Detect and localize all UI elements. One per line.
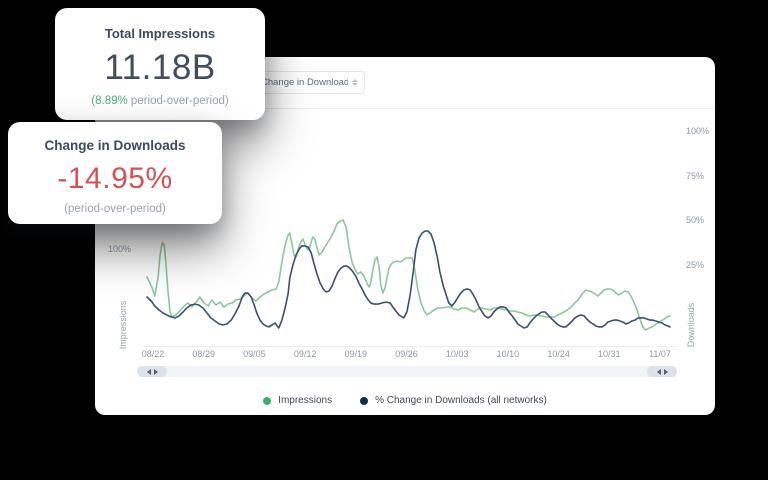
- x-axis-tick: 10/03: [445, 349, 469, 359]
- right-axis-tick: 25%: [686, 260, 705, 271]
- total-impressions-card: Total Impressions 11.18B (8.89% period-o…: [55, 8, 265, 120]
- select-stepper-icon: [352, 79, 358, 86]
- delta-percent: (8.89%: [91, 95, 128, 107]
- x-axis-tick: 08/29: [192, 349, 215, 359]
- x-axis-tick: 09/12: [293, 349, 317, 359]
- legend-dot-icon: [263, 396, 272, 405]
- chart-legend: Impressions % Change in Downloads (all ne…: [95, 395, 715, 406]
- change-in-downloads-card: Change in Downloads -14.95% (period-over…: [8, 122, 222, 224]
- period-over-period-caption: (period-over-period): [64, 203, 166, 215]
- right-axis-title: Downloads: [686, 302, 696, 348]
- card-title: Total Impressions: [104, 26, 216, 41]
- series-line: [146, 219, 671, 331]
- legend-item[interactable]: Impressions: [263, 395, 332, 406]
- series-line: [146, 230, 671, 329]
- chart-range-scrollbar[interactable]: [137, 366, 677, 377]
- x-axis-tick: 09/05: [243, 349, 266, 359]
- x-axis-tick: 10/10: [496, 349, 520, 359]
- total-impressions-value: 11.18B: [104, 48, 216, 87]
- range-handle-right[interactable]: [647, 366, 677, 377]
- right-axis-tick: 50%: [686, 215, 705, 226]
- x-axis-tick: 10/31: [598, 349, 621, 359]
- x-axis-tick: 08/22: [141, 349, 165, 359]
- legend-item[interactable]: % Change in Downloads (all networks): [360, 395, 547, 406]
- arrow-left-icon: [146, 368, 151, 375]
- metric-select-dropdown[interactable]: Change in Downloads: [252, 71, 365, 94]
- legend-label: % Change in Downloads (all networks): [375, 395, 547, 406]
- arrow-right-icon: [153, 368, 158, 375]
- x-axis-baseline: [140, 346, 677, 347]
- x-axis-tick: 11/07: [649, 349, 671, 359]
- range-handle-left[interactable]: [137, 366, 167, 377]
- period-over-period-delta: (8.89% period-over-period): [55, 95, 265, 107]
- x-axis-tick: 09/26: [395, 349, 418, 359]
- change-in-downloads-value: -14.95%: [57, 162, 173, 195]
- left-axis-title: Impressions: [118, 300, 128, 350]
- panel-header: Change in Downloads: [95, 57, 715, 109]
- legend-dot-icon: [360, 396, 369, 405]
- left-axis-tick: 100%: [108, 244, 132, 254]
- right-axis-tick: 100%: [686, 126, 710, 136]
- arrow-left-icon: [656, 368, 661, 375]
- right-axis-tick: 75%: [686, 170, 705, 181]
- x-axis-tick: 09/19: [344, 349, 368, 359]
- metric-select-value: Change in Downloads: [261, 77, 348, 88]
- arrow-right-icon: [663, 368, 668, 375]
- x-axis-tick: 10/24: [547, 349, 570, 359]
- legend-label: Impressions: [278, 395, 333, 406]
- delta-caption: period-over-period): [127, 95, 229, 107]
- card-title: Change in Downloads: [44, 138, 186, 153]
